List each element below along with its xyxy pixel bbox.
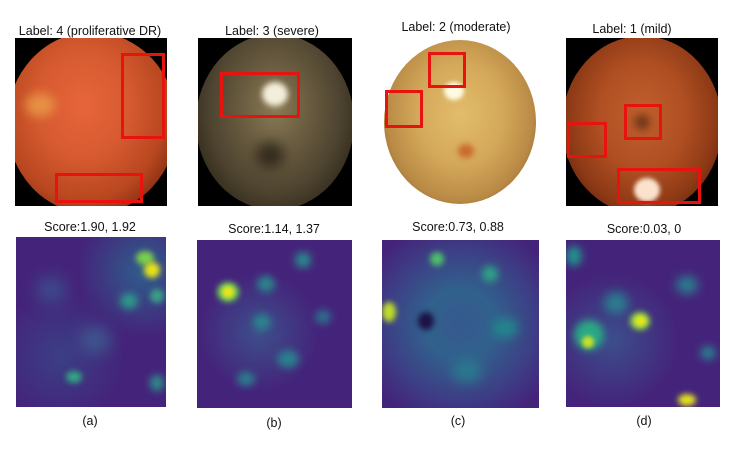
panel-a-label: Label: 4 (proliferative DR) xyxy=(18,24,162,38)
optic-disc xyxy=(262,82,288,106)
caption-a: (a) xyxy=(82,414,98,428)
lesion-box xyxy=(220,72,300,118)
panel-b-label: Label: 3 (severe) xyxy=(225,24,319,38)
caption-b: (b) xyxy=(266,416,282,430)
lesion-box xyxy=(428,52,466,88)
lesion-box xyxy=(121,53,165,139)
fundus-image-d xyxy=(566,38,718,206)
fundus-image-c xyxy=(382,38,538,206)
heatmap-d xyxy=(566,240,720,407)
lesion-box xyxy=(385,90,423,128)
panel-a-score: Score:1.90, 1.92 xyxy=(44,220,136,234)
fundus-image-a xyxy=(15,38,167,206)
caption-d: (d) xyxy=(636,414,652,428)
panel-d-label: Label: 1 (mild) xyxy=(592,22,672,36)
panel-b-score: Score:1.14, 1.37 xyxy=(228,222,320,236)
heatmap-b xyxy=(197,240,352,408)
caption-c: (c) xyxy=(450,414,466,428)
lesion-box xyxy=(617,168,701,204)
heatmap-c xyxy=(382,240,539,408)
lesion-box xyxy=(55,173,143,203)
lesion-box xyxy=(567,122,607,158)
lesion-box xyxy=(624,104,662,140)
optic-disc xyxy=(634,178,660,202)
fundus-image-b xyxy=(198,38,352,206)
panel-c-label: Label: 2 (moderate) xyxy=(401,20,511,34)
heatmap-a xyxy=(16,237,166,407)
panel-d-score: Score:0.03, 0 xyxy=(606,222,682,236)
panel-c-score: Score:0.73, 0.88 xyxy=(412,220,504,234)
